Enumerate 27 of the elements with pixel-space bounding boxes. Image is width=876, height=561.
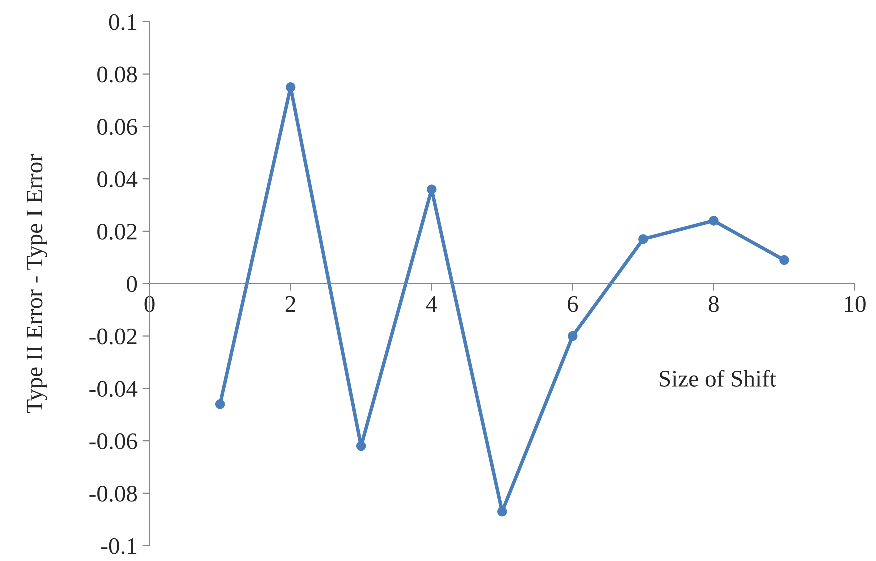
y-tick-label: -0.06	[90, 434, 138, 450]
x-tick-label: 4	[426, 296, 438, 312]
y-tick-label: 0.1	[109, 14, 137, 30]
point	[356, 441, 366, 452]
x-tick-label: 2	[286, 296, 296, 312]
point	[427, 184, 437, 194]
y-tick-label: 0.02	[98, 224, 137, 240]
point	[709, 216, 719, 226]
y-tick-label: -0.02	[90, 328, 137, 345]
y-tick-label: 0.06	[98, 119, 138, 136]
y-tick-label: 0	[127, 276, 138, 292]
point	[498, 506, 508, 517]
y-tick-label: -0.1	[101, 538, 137, 554]
x-tick-label: 6	[568, 296, 578, 312]
y-tick-label: 0.08	[98, 66, 138, 83]
y-tick-label: -0.04	[90, 381, 138, 398]
y-axis-title: Type II Error - Type I Error	[26, 154, 48, 414]
point	[568, 331, 578, 342]
point	[780, 255, 790, 266]
x-tick-label: 10	[845, 296, 866, 312]
point	[638, 234, 648, 244]
y-tick-label: -0.08	[90, 486, 138, 502]
point	[215, 400, 226, 410]
x-tick-label: 8	[708, 296, 719, 312]
y-tick-label: 0.04	[98, 172, 138, 188]
point	[286, 82, 296, 92]
x-axis-title: Size of Shift	[660, 370, 776, 387]
